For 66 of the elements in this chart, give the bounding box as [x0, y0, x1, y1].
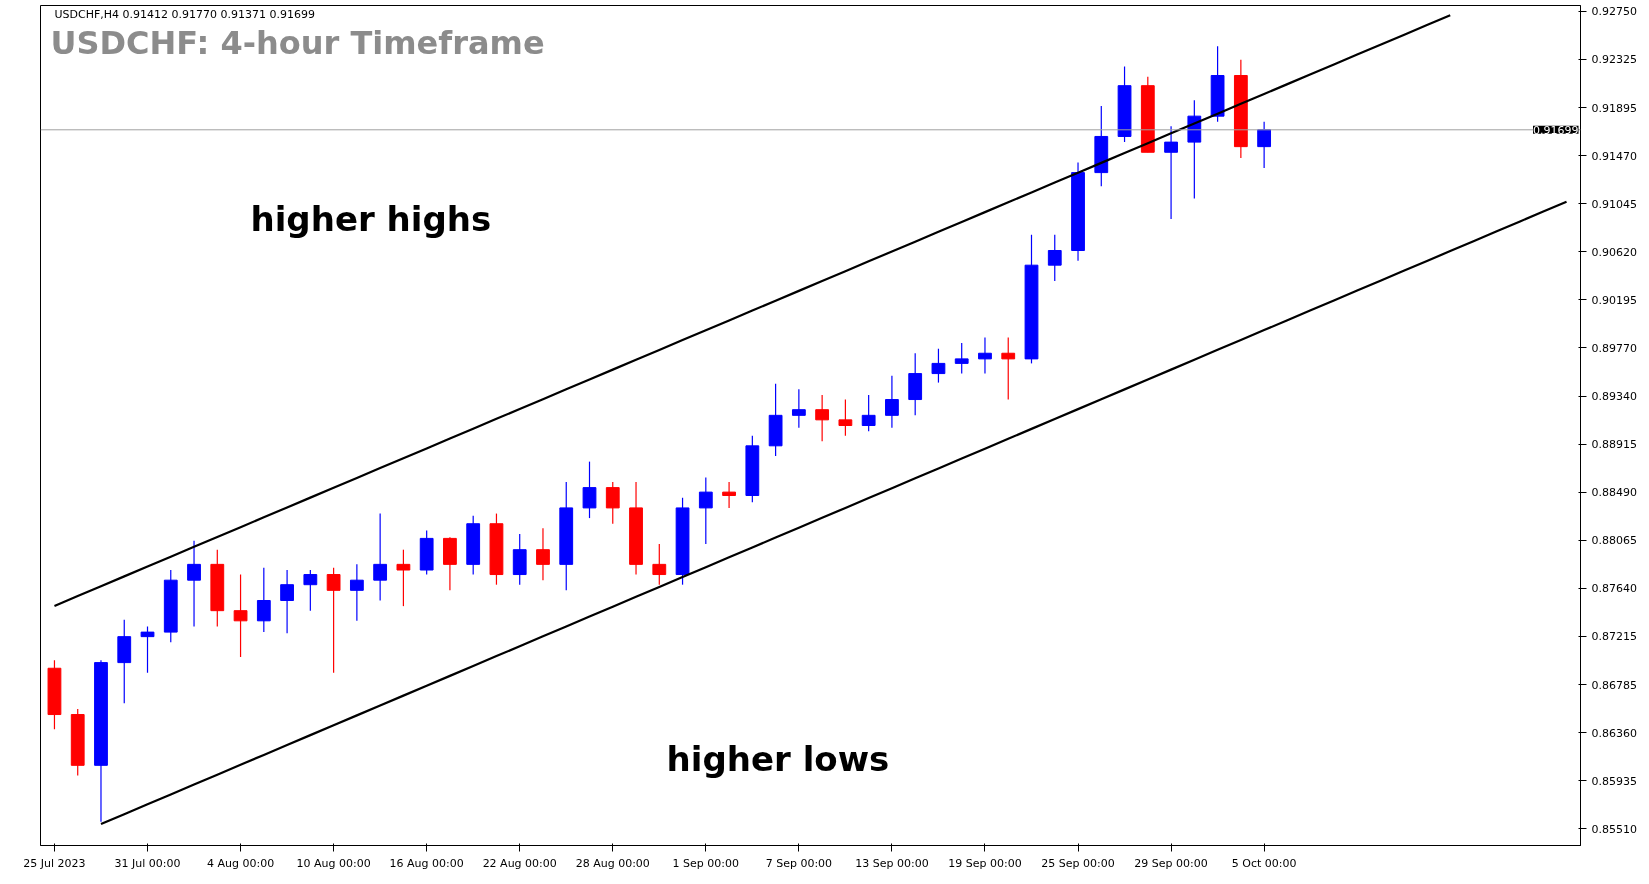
x-tick-label: 1 Sep 00:00: [672, 856, 740, 870]
y-tick-label: 0.86360: [1591, 726, 1637, 740]
x-tick-label: 28 Aug 00:00: [575, 856, 650, 870]
candlestick: [187, 540, 201, 628]
y-tick-label: 0.86785: [1591, 678, 1637, 692]
candlestick: [722, 481, 736, 509]
candlestick: [838, 398, 853, 437]
candlestick: [396, 549, 411, 607]
candlestick: [978, 336, 992, 375]
y-tick-label: 0.92750: [1591, 5, 1637, 19]
candlestick: [605, 481, 620, 525]
y-tick-label: 0.87215: [1591, 630, 1637, 644]
candlestick: [861, 394, 876, 432]
y-tick-label: 0.89340: [1591, 390, 1637, 404]
candlestick: [815, 394, 830, 442]
candlestick: [582, 461, 597, 519]
candlestick: [931, 348, 946, 384]
x-tick-label: 19 Sep 00:00: [948, 856, 1022, 870]
y-tick-label: 0.88915: [1591, 438, 1637, 452]
candlestick: [1047, 234, 1062, 282]
candlestick: [652, 543, 667, 586]
annotation: USDCHF,H4 0.91412 0.91770 0.91371 0.91699: [54, 7, 315, 21]
candlestick: [1164, 125, 1178, 220]
text: USDCHF: 4-hour Timeframe: [50, 23, 545, 62]
y-tick-label: 0.85935: [1591, 774, 1637, 788]
y-tick-label: 0.92325: [1591, 53, 1637, 67]
candlestick: [698, 476, 713, 545]
candlestick: [256, 567, 271, 633]
x-tick-label: 5 Oct 00:00: [1231, 856, 1297, 870]
candlestick: [885, 375, 899, 429]
candlestick: [233, 573, 248, 658]
x-tick-label: 7 Sep 00:00: [765, 856, 833, 870]
candlestick: [1001, 336, 1016, 401]
y-tick-label: 0.91470: [1591, 149, 1637, 163]
y-tick-label: 0.91895: [1591, 101, 1637, 115]
y-tick-label: 0.89770: [1591, 341, 1637, 355]
annotation: higher highs: [250, 198, 492, 239]
y-tick-label: 0.85510: [1591, 822, 1637, 836]
candlestick: [536, 527, 550, 581]
candlestick: [373, 512, 388, 602]
candlestick: [791, 388, 806, 429]
candlestick: [140, 625, 155, 674]
x-tick-label: 4 Aug 00:00: [206, 856, 275, 870]
x-tick-label: 25 Sep 00:00: [1041, 856, 1115, 870]
candlestick: [954, 342, 969, 375]
x-tick-label: 22 Aug 00:00: [482, 856, 557, 870]
x-tick-label: 29 Sep 00:00: [1134, 856, 1208, 870]
y-tick-label: 0.91045: [1591, 197, 1637, 211]
annotation: higher lows: [666, 738, 890, 779]
y-tick-label: 0.90195: [1591, 293, 1637, 307]
candlestick: [280, 569, 294, 634]
x-tick-label: 13 Sep 00:00: [855, 856, 929, 870]
candlestick: [326, 567, 341, 674]
y-tick-label: 0.88065: [1591, 534, 1637, 548]
candlestick: [1257, 121, 1272, 169]
y-tick-label: 0.87640: [1591, 582, 1637, 596]
x-tick-label: 31 Jul 00:00: [114, 856, 181, 870]
candlestick: [349, 563, 364, 622]
line-series: [99, 200, 1568, 826]
candlestick: [303, 569, 318, 612]
x-tick-label: 25 Jul 2023: [23, 856, 86, 870]
x-tick-label: 10 Aug 00:00: [296, 856, 371, 870]
ref-line-label: 0.91699: [1533, 123, 1579, 137]
y-tick-label: 0.88490: [1591, 486, 1637, 500]
x-tick-label: 16 Aug 00:00: [389, 856, 464, 870]
y-tick-label: 0.90620: [1591, 245, 1637, 259]
